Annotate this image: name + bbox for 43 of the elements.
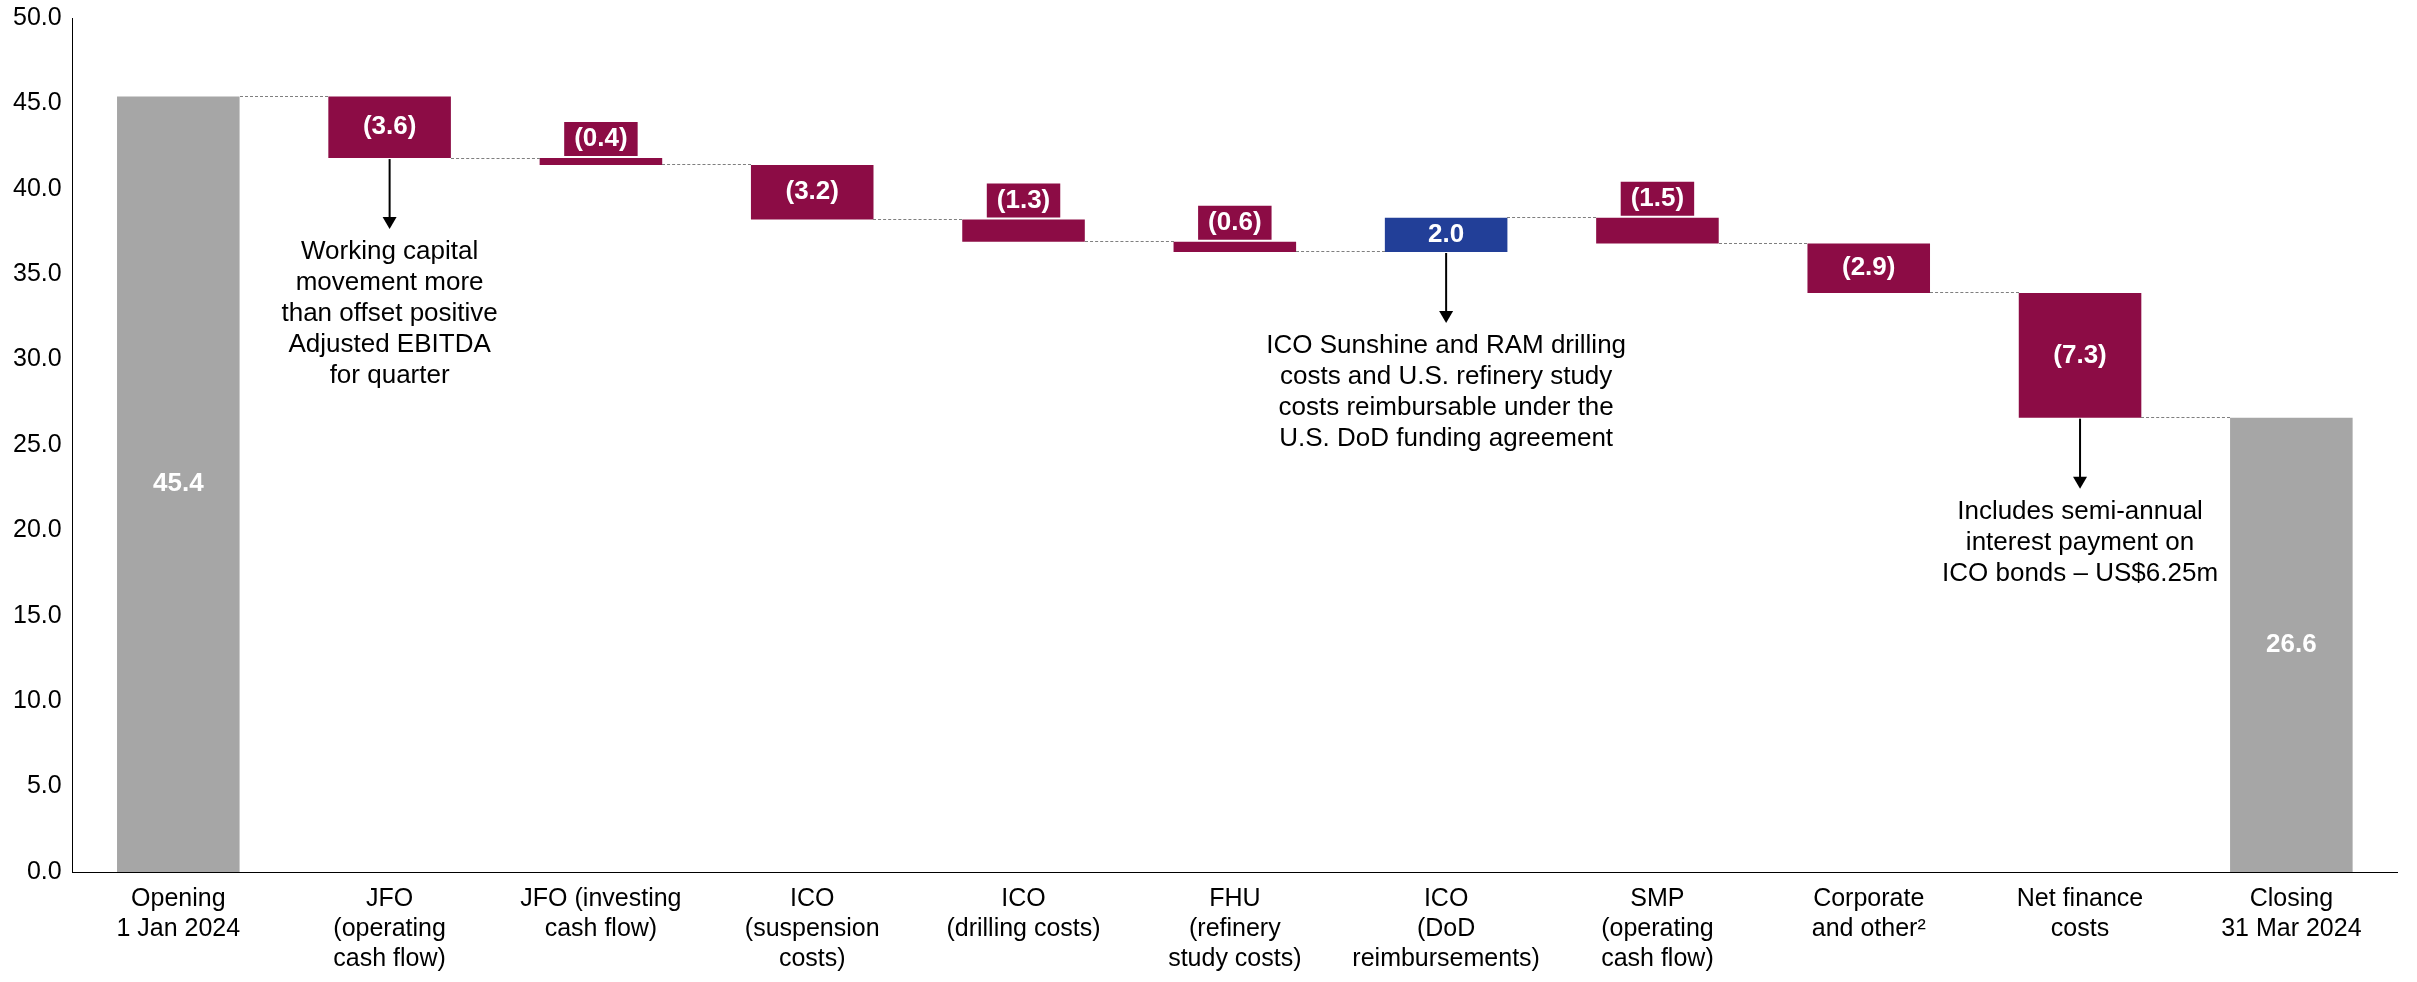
y-tick-label: 20.0: [12, 514, 62, 543]
annotation: ICO Sunshine and RAM drilling costs and U.S. refinery study costs reimbursable under the U.S. DoD funding agreement: [1266, 329, 1627, 453]
y-tick-label: 45.0: [12, 87, 62, 116]
x-tick-label: JFO (operating cash flow): [333, 882, 446, 971]
x-tick-label: Opening 1 Jan 2024: [116, 882, 241, 941]
bar: [2230, 417, 2353, 872]
y-tick-label: 10.0: [12, 685, 62, 714]
bar: [1384, 217, 1508, 252]
data-label: 26.6: [2266, 628, 2317, 659]
x-tick-label: FHU (refinery study costs): [1168, 882, 1302, 971]
x-tick-label: ICO (DoD reimbursements): [1352, 882, 1540, 971]
y-tick-label: 0.0: [26, 855, 62, 884]
bar: [750, 164, 874, 220]
x-tick-label: Corporate and other²: [1811, 882, 1926, 941]
y-tick-label: 15.0: [12, 599, 62, 628]
bar: [1807, 243, 1931, 293]
x-tick-label: JFO (investing cash flow): [520, 882, 682, 941]
y-tick-label: 50.0: [12, 1, 62, 30]
bar: [117, 96, 240, 872]
y-tick-label: 30.0: [12, 343, 62, 372]
data-label: (7.3): [2053, 338, 2107, 369]
data-label: (0.6): [1208, 205, 1262, 236]
bar: [2018, 292, 2142, 418]
data-label: (3.6): [362, 110, 417, 141]
y-tick-label: 25.0: [12, 428, 62, 457]
y-tick-label: 5.0: [26, 770, 62, 799]
x-tick-label: ICO (suspension costs): [744, 882, 880, 971]
annotation: Working capital movement more than offset positive Adjusted EBITDA for quarter: [281, 235, 498, 390]
x-tick-label: Net finance costs: [2016, 882, 2144, 941]
data-label: (1.5): [1630, 182, 1685, 213]
y-tick-label: 35.0: [12, 258, 62, 287]
data-label: 2.0: [1428, 218, 1465, 249]
y-tick-label: 40.0: [12, 172, 62, 201]
data-label: (1.3): [996, 183, 1051, 214]
x-tick-label: Closing 31 Mar 2024: [2221, 882, 2362, 941]
bar: [328, 96, 451, 159]
data-label: (2.9): [1842, 251, 1896, 282]
annotation: Includes semi-annual interest payment on ICO bonds – US$6.25m: [1942, 494, 2219, 587]
x-tick-label: ICO (drilling costs): [946, 882, 1101, 941]
data-label: (3.2): [785, 175, 839, 206]
data-label: (0.4): [574, 122, 628, 153]
data-label: 45.4: [153, 467, 205, 498]
x-tick-label: SMP (operating cash flow): [1601, 882, 1714, 971]
